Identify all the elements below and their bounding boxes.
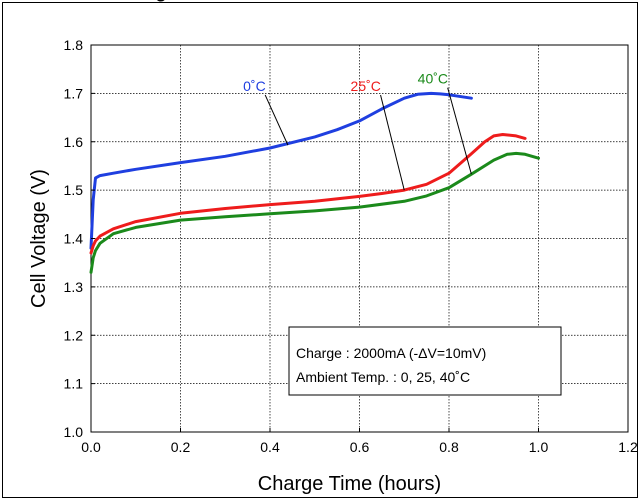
annotation-leader-1 <box>380 94 405 191</box>
series-label-1: 25˚C <box>351 78 381 94</box>
annotation-leader-2 <box>447 87 472 175</box>
series-line-1 <box>89 133 527 255</box>
y-tick-label: 1.3 <box>64 279 84 295</box>
x-tick-label: 0.6 <box>350 439 370 455</box>
y-tick-label: 1.8 <box>64 37 84 53</box>
series-line-0 <box>89 91 473 250</box>
x-tick-label: 0.2 <box>171 439 191 455</box>
note-line-temp: Ambient Temp. : 0, 25, 40˚C <box>296 369 470 385</box>
y-tick-label: 1.5 <box>64 182 84 198</box>
annotation-leader-0 <box>264 94 289 146</box>
y-axis-label: Cell Voltage (V) <box>28 169 50 308</box>
x-tick-label: 0.8 <box>439 439 459 455</box>
conditions-note: Charge : 2000mA (-ΔV=10mV) Ambient Temp.… <box>288 326 562 396</box>
series-line-2 <box>89 151 540 274</box>
annotations: 0˚C 25˚C 40˚C <box>243 71 472 191</box>
x-tick-label: 0.0 <box>81 439 101 455</box>
x-axis-label: Charge Time (hours) <box>258 473 441 495</box>
tick-labels: 0.0 0.2 0.4 0.6 0.8 1.0 1.2 1.0 1.1 1.2 1.3 1.4 1.5 1… <box>64 37 638 455</box>
x-tick-label: 0.4 <box>260 439 280 455</box>
y-tick-label: 1.7 <box>64 85 84 101</box>
series-label-0: 0˚C <box>243 78 266 94</box>
x-tick-label: 1.2 <box>618 439 638 455</box>
series-layer <box>89 91 540 274</box>
title-fragment: g <box>155 0 167 3</box>
note-line-charge: Charge : 2000mA (-ΔV=10mV) <box>296 345 486 361</box>
y-tick-label: 1.4 <box>64 231 84 247</box>
y-tick-label: 1.2 <box>64 327 84 343</box>
y-tick-label: 1.1 <box>64 376 84 392</box>
y-tick-label: 1.0 <box>64 424 84 440</box>
note-box-rect <box>288 326 562 396</box>
y-tick-label: 1.6 <box>64 134 84 150</box>
series-label-2: 40˚C <box>418 71 448 87</box>
x-tick-label: 1.0 <box>529 439 549 455</box>
